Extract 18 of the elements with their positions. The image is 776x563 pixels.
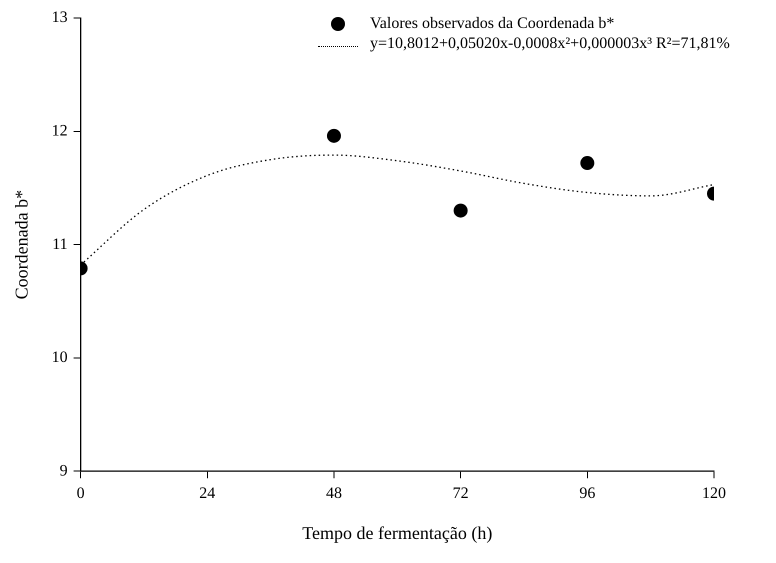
x-tick-label: 0 xyxy=(76,485,85,502)
x-tick-label: 24 xyxy=(199,485,216,502)
point xyxy=(454,204,468,218)
y-tick-label: 11 xyxy=(52,236,68,253)
legend-label: y=10,8012+0,05020x-0,0008x²+0,000003x³ R²=71,81% xyxy=(370,34,730,54)
y-tick-label: 12 xyxy=(52,122,68,140)
x-tick-label: 96 xyxy=(579,485,596,502)
x-tick-label: 48 xyxy=(326,485,342,502)
y-axis-title: Coordenada b* xyxy=(12,190,32,300)
legend-label: Valores observados da Coordenada b* xyxy=(370,14,614,34)
x-axis-title: Tempo de fermentação (h) xyxy=(302,522,492,543)
point xyxy=(326,128,341,143)
point xyxy=(580,156,594,170)
x-tick-label: 120 xyxy=(702,485,726,502)
x-tick-label: 72 xyxy=(452,485,469,502)
y-tick-label: 9 xyxy=(60,462,68,480)
y-tick-label: 13 xyxy=(52,9,68,26)
y-tick-label: 10 xyxy=(52,349,68,366)
